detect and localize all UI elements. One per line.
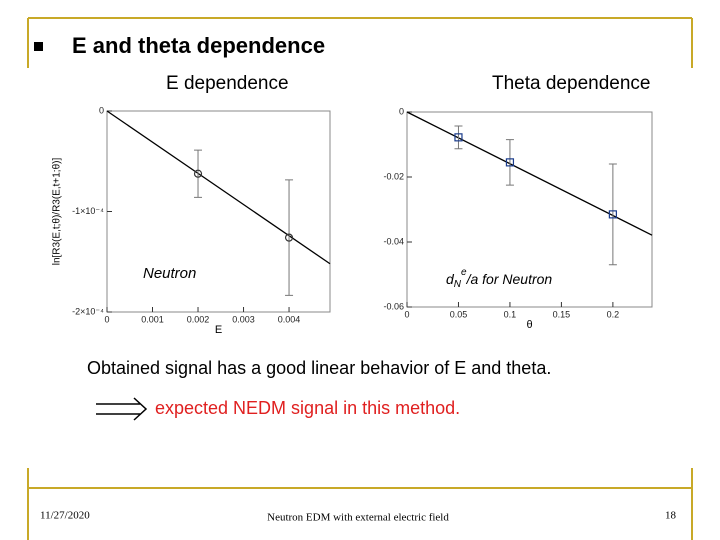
bullet xyxy=(34,42,43,51)
x-tick-label: 0.004 xyxy=(278,314,301,324)
frame xyxy=(27,17,693,540)
x-tick-label: 0.1 xyxy=(504,309,517,319)
y-tick-label: -0.06 xyxy=(383,301,404,311)
x-axis-label: E xyxy=(215,324,222,336)
data-point xyxy=(454,133,463,142)
data-point xyxy=(505,158,515,167)
chart-title: Theta dependence xyxy=(492,73,650,94)
error-bar xyxy=(285,179,294,296)
data-point xyxy=(608,210,617,219)
y-tick-label: -1×10⁻⁴ xyxy=(72,206,104,216)
slide-title: E and theta dependence xyxy=(72,33,325,58)
x-tick-label: 0 xyxy=(404,309,409,319)
data-point xyxy=(193,169,203,178)
x-axis-label: θ xyxy=(526,319,532,331)
y-axis-label: ln[R3(E,t;θ)/R3(E,t+1;θ)] xyxy=(52,158,63,266)
footer-date: 11/27/2020 xyxy=(40,510,90,522)
error-bar xyxy=(454,125,463,150)
annotation: Neutron xyxy=(143,265,196,282)
arrow xyxy=(96,397,148,421)
error-bar xyxy=(608,163,617,266)
data-point xyxy=(284,233,294,242)
x-tick-label: 0.05 xyxy=(450,309,468,319)
x-tick-label: 0.003 xyxy=(232,314,255,324)
error-bar xyxy=(194,149,203,198)
annotation-sup: e xyxy=(461,267,467,278)
x-tick-label: 0.15 xyxy=(553,309,571,319)
footer-center: Neutron EDM with external electric field xyxy=(267,512,449,524)
plot-frame xyxy=(406,111,653,308)
annotation: dNe/a for Neutron xyxy=(446,267,552,290)
annotation-part: /a for Neutron xyxy=(466,271,553,287)
fit-line xyxy=(106,110,331,265)
statement: Obtained signal has a good linear behavi… xyxy=(87,358,551,378)
y-tick-label: -0.02 xyxy=(383,171,404,181)
annotation-part: d xyxy=(446,271,455,287)
fit-line xyxy=(406,111,653,236)
page-number: 18 xyxy=(665,510,677,522)
error-bar xyxy=(505,139,514,186)
x-tick-label: 0.2 xyxy=(607,309,620,319)
y-tick-label: -0.04 xyxy=(383,236,404,246)
conclusion: expected NEDM signal in this method. xyxy=(155,398,460,418)
y-tick-label: 0 xyxy=(399,106,404,116)
y-tick-label: 0 xyxy=(99,105,104,115)
plot-frame xyxy=(106,110,331,313)
x-tick-label: 0.001 xyxy=(141,314,164,324)
chart-title: E dependence xyxy=(166,73,289,94)
annotation-sub: N xyxy=(454,279,462,290)
y-tick-label: -2×10⁻⁴ xyxy=(72,306,104,316)
x-tick-label: 0 xyxy=(104,314,109,324)
x-tick-label: 0.002 xyxy=(187,314,210,324)
